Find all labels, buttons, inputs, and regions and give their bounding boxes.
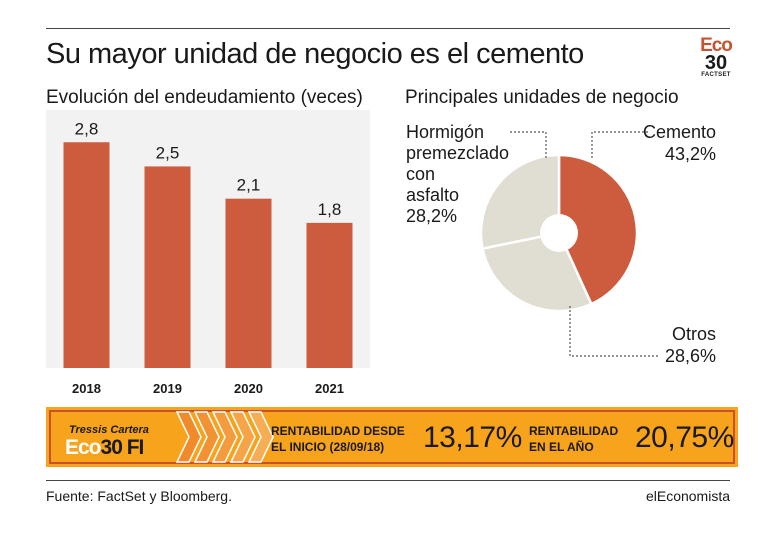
fund-name-eco: Eco [65, 436, 102, 459]
eco30-logo: Eco 30 FACTSET [696, 35, 736, 79]
return-since-start-label-line2: EL INICIO (28/09/18) [271, 440, 385, 454]
banner-chevron [211, 411, 238, 463]
banner-chevron [247, 411, 274, 463]
bottom-rule [46, 480, 730, 481]
hormigon-label-line: asfalto [406, 185, 459, 205]
otros-leader-line [569, 306, 660, 357]
fund-banner: Tressis Cartera Eco30 FI RENTABILIDAD DE… [46, 407, 738, 467]
donut-hole [540, 214, 578, 252]
return-year-label-line2: EN EL AÑO [529, 440, 594, 454]
pie-slice-1 [557, 153, 639, 306]
fund-name-line2: Eco30 FI [65, 436, 145, 460]
return-since-start-label: RENTABILIDAD DESDE EL INICIO (28/09/18) [271, 423, 405, 455]
fund-name-rest: 30 FI [100, 436, 145, 459]
bar-value-label: 2,1 [237, 176, 261, 195]
cemento-value: 43,2% [665, 144, 716, 164]
return-year-label-line1: RENTABILIDAD [529, 424, 619, 438]
bar-category-label: 2020 [234, 381, 263, 396]
logo-eco-text: Eco [700, 35, 733, 56]
bar-value-label: 2,8 [75, 119, 99, 138]
bar-2019 [144, 166, 191, 368]
bar-2021 [306, 222, 353, 368]
bar-category-label: 2018 [72, 381, 101, 396]
brand-name: elEconomista [645, 488, 730, 504]
hormigon-leader-line [510, 131, 547, 158]
banner-chevron [175, 411, 202, 463]
bar-chart: 2,8 2018 2,5 2019 2,1 2020 1,8 2021 [46, 110, 370, 396]
hormigon-label-line: Hormigón [406, 122, 484, 142]
bar-2020 [225, 198, 272, 368]
page-title: Su mayor unidad de negocio es el cemento [46, 38, 584, 70]
return-since-start-label-line1: RENTABILIDAD DESDE [271, 424, 405, 438]
bar-value-label: 2,5 [156, 143, 180, 162]
banner-chevron [229, 411, 256, 463]
top-rule [46, 28, 730, 29]
bar-2018 [63, 142, 110, 368]
fund-name-line1: Tressis Cartera [69, 424, 149, 436]
pie-slice-2 [481, 231, 593, 313]
return-year-value: 20,75% [635, 421, 734, 454]
otros-value: 28,6% [665, 346, 716, 366]
fund-banner-inner: Tressis Cartera Eco30 FI RENTABILIDAD DE… [49, 410, 735, 464]
hormigon-label-line: con [406, 164, 435, 184]
return-since-start-value: 13,17% [423, 421, 522, 454]
logo-number-text: 30 [704, 52, 728, 74]
banner-chevrons [175, 411, 274, 463]
bar-value-label: 1,8 [318, 200, 342, 219]
pie-chart-title: Principales unidades de negocio [405, 87, 679, 108]
hormigon-value: 28,2% [406, 206, 457, 226]
bar-category-label: 2021 [315, 381, 344, 396]
otros-label: Otros [672, 324, 716, 344]
source-note: Fuente: FactSet y Bloomberg. [46, 488, 232, 504]
logo-provider-text: FACTSET [701, 72, 731, 78]
bar-chart-title: Evolución del endeudamiento (veces) [46, 87, 363, 108]
hormigon-label-line: premezclado [406, 143, 509, 163]
return-year-label: RENTABILIDAD EN EL AÑO [529, 423, 618, 455]
banner-chevron [193, 411, 220, 463]
bar-category-label: 2019 [153, 381, 182, 396]
cemento-label: Cemento [643, 122, 716, 142]
cemento-leader-line [591, 131, 650, 158]
